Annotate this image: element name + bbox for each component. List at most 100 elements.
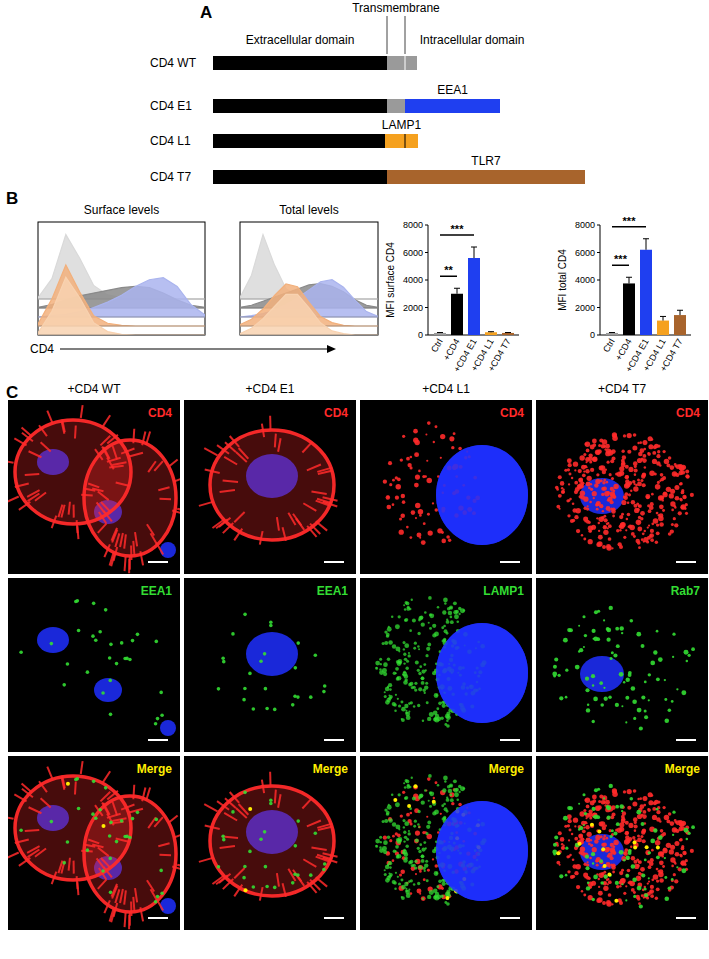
- cd4-membrane: [84, 796, 176, 912]
- cd4-punctum: [599, 504, 603, 508]
- marker-punctum: [398, 650, 400, 652]
- marker-punctum: [435, 694, 437, 696]
- marker-punctum: [385, 878, 390, 883]
- y-tick: [425, 335, 428, 336]
- marker-punctum: [398, 828, 400, 830]
- cd4-punctum: [583, 537, 586, 540]
- cd4-punctum: [660, 473, 664, 477]
- micrograph: [8, 578, 180, 752]
- cd4-punctum: [387, 496, 389, 498]
- cd4-streak: [230, 792, 239, 803]
- cd4-punctum: [671, 509, 674, 512]
- colocalization: [66, 782, 70, 786]
- construct-segment: [387, 170, 585, 184]
- cd4-streak: [168, 815, 178, 823]
- cd4-punctum: [682, 851, 686, 855]
- cd4-streak: [307, 882, 316, 893]
- cd4-punctum: [647, 452, 651, 456]
- marker-punctum: [417, 704, 420, 707]
- marker-punctum: [434, 693, 439, 698]
- construct-segment: [213, 170, 387, 184]
- marker-punctum: [414, 688, 417, 691]
- significance-label: **: [444, 264, 453, 276]
- cd4-punctum: [449, 436, 454, 441]
- cd4-streak: [133, 897, 134, 911]
- marker-punctum: [428, 774, 432, 778]
- cd4-streak: [132, 429, 135, 443]
- cd4-streak: [74, 425, 77, 438]
- cd4-punctum: [594, 839, 599, 844]
- marker-punctum: [456, 798, 459, 801]
- cd4-punctum: [611, 805, 616, 810]
- cd4-punctum: [674, 506, 676, 508]
- cd4-punctum: [418, 470, 421, 473]
- cd4-streak: [113, 802, 117, 815]
- cd4-punctum: [623, 495, 627, 499]
- marker-punctum: [404, 619, 407, 622]
- cd4-streak: [77, 526, 78, 539]
- cd4-streak: [146, 787, 150, 801]
- cd4-punctum: [628, 493, 631, 496]
- marker-punctum: [395, 850, 397, 852]
- marker-punctum: [425, 847, 427, 849]
- cd4-punctum: [632, 480, 635, 483]
- cd4-punctum: [411, 510, 416, 515]
- micrograph-background: [360, 400, 532, 574]
- cd4-streak: [303, 859, 316, 867]
- marker-punctum: [296, 819, 300, 823]
- marker-punctum: [385, 687, 390, 692]
- cd4-punctum: [619, 466, 624, 471]
- marker-punctum: [389, 688, 392, 691]
- marker-punctum: [387, 627, 392, 632]
- marker-punctum: [433, 718, 437, 722]
- cd4-streak: [230, 436, 239, 447]
- cd4-punctum: [610, 491, 615, 496]
- cd4-streak: [234, 885, 242, 897]
- marker-punctum: [221, 835, 225, 839]
- marker-punctum: [92, 780, 96, 784]
- cd4-punctum: [598, 800, 601, 803]
- cd4-punctum: [579, 455, 584, 460]
- cd4-punctum: [674, 463, 677, 466]
- cd4-streak: [177, 509, 180, 512]
- cd4-punctum: [577, 484, 583, 490]
- cd4-streak: [317, 499, 332, 503]
- marker-punctum: [76, 777, 80, 781]
- cd4-punctum: [569, 472, 572, 475]
- cd4-punctum: [675, 852, 680, 857]
- cd4-punctum: [609, 473, 612, 476]
- cd4-streak: [58, 861, 62, 873]
- marker-punctum: [294, 844, 298, 848]
- cd4-streak: [173, 834, 180, 838]
- error-stem: [663, 316, 664, 320]
- cd4-punctum: [421, 540, 426, 545]
- marker-punctum: [664, 679, 666, 681]
- cd4-punctum: [634, 829, 637, 832]
- cd4-punctum: [592, 439, 597, 444]
- colocalization: [445, 896, 449, 900]
- cd4-punctum: [587, 476, 592, 481]
- cd4-punctum: [415, 859, 420, 864]
- marker-punctum: [424, 863, 428, 867]
- cd4-punctum: [623, 434, 626, 437]
- cd4-streak: [39, 781, 47, 792]
- marker-punctum: [615, 627, 619, 631]
- cd4-punctum: [559, 508, 561, 510]
- cd4-punctum: [623, 495, 627, 499]
- y-tick-label: 8000: [403, 220, 423, 230]
- marker-punctum: [136, 811, 140, 815]
- marker-punctum: [418, 672, 421, 675]
- cd4-punctum: [560, 837, 565, 842]
- cd4-punctum: [602, 470, 606, 474]
- marker-punctum: [405, 888, 407, 890]
- marker-punctum: [458, 791, 460, 793]
- x-tick-label: Ctrl: [601, 337, 617, 354]
- cd4-streak: [316, 877, 327, 886]
- marker-punctum: [404, 658, 407, 661]
- marker-punctum: [77, 807, 81, 811]
- bar: [502, 333, 514, 335]
- cd4-streak: [156, 899, 163, 911]
- cd4-punctum: [679, 838, 682, 841]
- cd4-punctum: [602, 439, 607, 444]
- marker-punctum: [616, 644, 620, 648]
